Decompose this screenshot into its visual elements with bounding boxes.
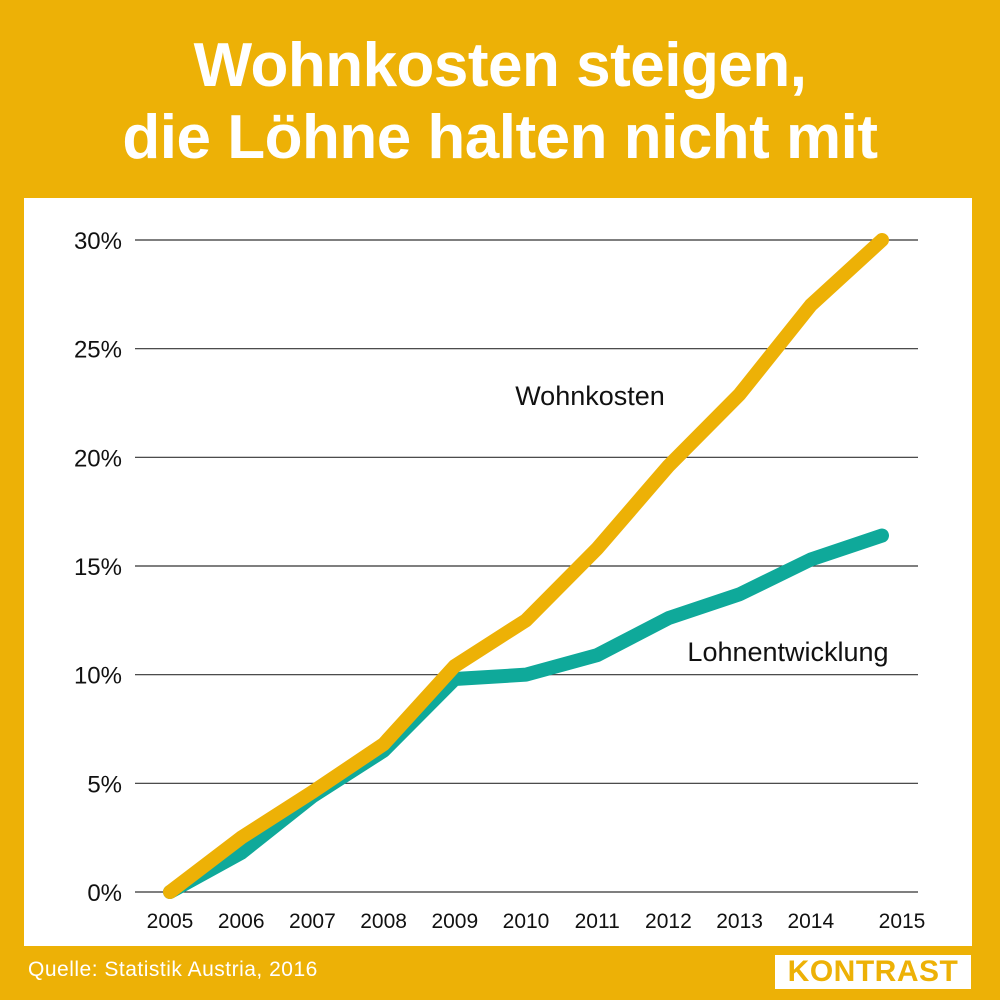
- y-tick-label-0: 0%: [87, 880, 122, 907]
- series-label-lohnentwicklung: Lohnentwicklung: [687, 637, 888, 667]
- x-tick-label-2005: 2005: [147, 910, 194, 933]
- series-label-wohnkosten: Wohnkosten: [515, 381, 665, 411]
- x-tick-label-2008: 2008: [360, 910, 407, 933]
- x-tick-label-2014: 2014: [787, 910, 834, 933]
- y-tick-label-20: 20%: [74, 445, 122, 472]
- y-tick-label-10: 10%: [74, 663, 122, 690]
- x-tick-label-2015: 2015: [879, 910, 926, 933]
- kontrast-logo: KONTRAST: [775, 955, 971, 989]
- y-tick-label-15: 15%: [74, 554, 122, 581]
- series-line-lohnentwicklung: [163, 528, 889, 899]
- y-tick-label-25: 25%: [74, 337, 122, 364]
- x-tick-label-2009: 2009: [431, 910, 478, 933]
- y-tick-label-30: 30%: [74, 228, 122, 255]
- chart-title: Wohnkosten steigen, die Löhne halten nic…: [0, 30, 1000, 174]
- chart-panel: [24, 198, 972, 946]
- source-note: Quelle: Statistik Austria, 2016: [28, 958, 318, 981]
- y-tick-label-5: 5%: [87, 771, 122, 798]
- title-line-1: Wohnkosten steigen,: [193, 31, 807, 100]
- x-tick-label-2007: 2007: [289, 910, 336, 933]
- x-tick-label-2013: 2013: [716, 910, 763, 933]
- x-tick-label-2012: 2012: [645, 910, 692, 933]
- x-tick-label-2006: 2006: [218, 910, 265, 933]
- x-tick-label-2011: 2011: [575, 910, 620, 933]
- title-line-2: die Löhne halten nicht mit: [122, 103, 878, 172]
- x-tick-label-2010: 2010: [503, 910, 550, 933]
